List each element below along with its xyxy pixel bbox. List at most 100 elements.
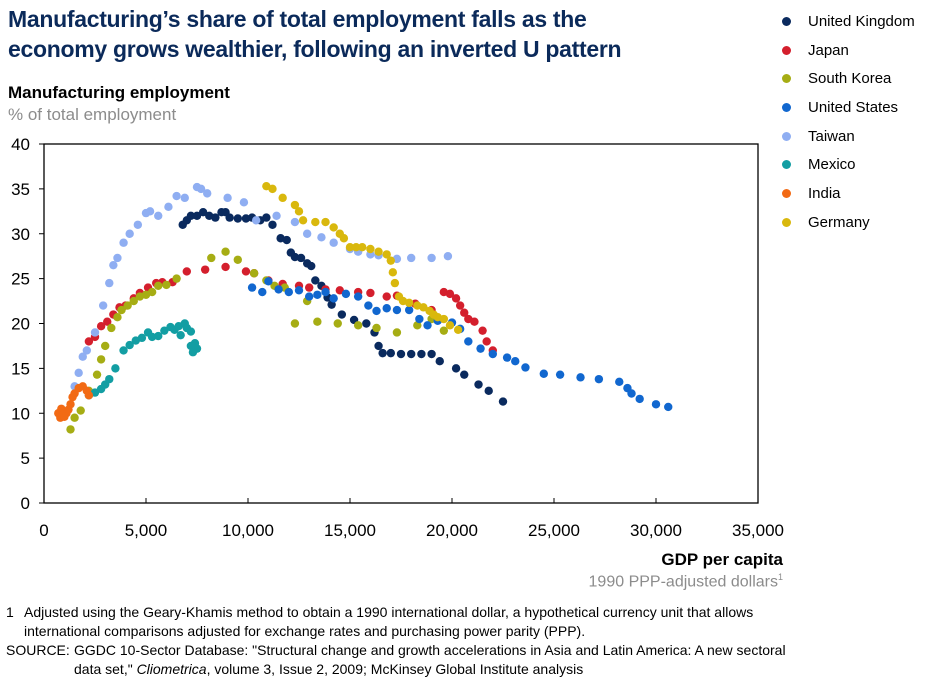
legend-label: United States xyxy=(808,98,899,116)
data-point xyxy=(125,229,134,238)
data-point xyxy=(290,200,300,210)
data-point xyxy=(321,217,330,227)
data-point xyxy=(96,355,106,364)
footnote-line-2: international comparisons adjusted for e… xyxy=(24,623,586,639)
data-point xyxy=(133,220,143,229)
x-axis-subtitle: 1990 PPP-adjusted dollars1 xyxy=(589,572,783,591)
data-point xyxy=(521,363,530,372)
data-point xyxy=(321,287,330,297)
data-point xyxy=(145,207,155,216)
data-point xyxy=(382,250,391,259)
data-point xyxy=(445,289,455,299)
legend-label: Germany xyxy=(808,213,870,231)
data-point xyxy=(353,292,363,301)
series-south-korea xyxy=(66,247,449,434)
data-point xyxy=(390,278,400,288)
data-point xyxy=(423,321,432,330)
data-point xyxy=(351,243,361,252)
data-point xyxy=(119,346,128,355)
data-point xyxy=(188,348,198,357)
data-point xyxy=(627,389,636,398)
legend-marker-icon xyxy=(782,102,791,112)
data-point xyxy=(313,290,322,299)
data-point xyxy=(66,400,75,409)
data-point xyxy=(382,292,391,301)
data-point xyxy=(119,238,128,247)
data-point xyxy=(198,208,208,217)
y-axis-subtitle: % of total employment xyxy=(8,105,177,124)
data-point xyxy=(70,413,79,422)
data-point xyxy=(192,211,202,220)
data-point xyxy=(176,330,185,340)
data-point xyxy=(386,348,395,358)
data-point xyxy=(451,294,461,303)
x-tick-label: 20,000 xyxy=(426,521,478,540)
data-point xyxy=(211,213,220,222)
data-point xyxy=(105,278,114,288)
data-point xyxy=(337,310,347,319)
data-point xyxy=(154,331,163,341)
series-japan xyxy=(84,262,497,355)
data-point xyxy=(107,323,116,333)
data-point xyxy=(294,207,304,216)
data-point xyxy=(417,349,426,359)
source-line-1: GGDC 10-Sector Database: "Structural cha… xyxy=(74,642,786,658)
data-point xyxy=(66,425,75,434)
data-point xyxy=(451,364,461,373)
data-point xyxy=(311,276,320,285)
data-point xyxy=(272,211,281,220)
plot-frame xyxy=(43,143,759,504)
data-point xyxy=(251,216,261,225)
source-line-2-pre: data set," xyxy=(74,661,137,677)
data-point xyxy=(113,253,122,263)
footnotes: 1 Adjusted using the Geary-Khamis method… xyxy=(6,603,926,679)
legend-label: United Kingdom xyxy=(808,12,915,30)
series-germany xyxy=(262,181,463,334)
legend-marker-icon xyxy=(782,188,791,198)
data-point xyxy=(555,370,565,379)
data-point xyxy=(539,369,548,378)
data-point xyxy=(392,305,402,315)
y-tick-label: 25 xyxy=(11,270,30,289)
axes: 0 5 10 15 20 25 30 35 40 0 5,000 10,000 15,000 20,000… xyxy=(11,135,784,540)
y-tick-label: 0 xyxy=(21,494,30,513)
data-point xyxy=(329,223,338,232)
data-point xyxy=(241,267,251,276)
data-point xyxy=(264,277,273,286)
footnote-text: Adjusted using the Geary-Khamis method t… xyxy=(24,603,753,641)
data-point xyxy=(147,287,157,297)
chart-title: Manufacturing’s share of total employmen… xyxy=(8,4,622,64)
y-tick-label: 30 xyxy=(11,225,30,244)
data-point xyxy=(498,397,508,406)
data-point xyxy=(74,368,83,378)
data-point xyxy=(172,191,181,201)
x-tick-label: 10,000 xyxy=(222,521,274,540)
data-point xyxy=(364,301,373,310)
data-point xyxy=(366,244,375,254)
x-tick-label: 30,000 xyxy=(630,521,682,540)
x-tick-label: 15,000 xyxy=(324,521,376,540)
data-point xyxy=(305,292,314,301)
data-point xyxy=(302,229,312,238)
data-point xyxy=(111,364,120,373)
data-point xyxy=(290,217,300,227)
legend-item: Japan xyxy=(782,36,915,65)
legend-marker-icon xyxy=(782,74,791,84)
data-point xyxy=(262,213,271,222)
data-point xyxy=(386,256,395,265)
legend-label: Mexico xyxy=(808,156,856,174)
data-point xyxy=(407,349,416,359)
footnote-line-1: Adjusted using the Geary-Khamis method t… xyxy=(24,604,754,620)
data-point xyxy=(484,386,493,396)
data-point xyxy=(317,233,326,242)
chart-title-line-1: Manufacturing’s share of total employmen… xyxy=(8,6,587,32)
data-point xyxy=(223,193,232,203)
data-point xyxy=(482,337,491,346)
data-point xyxy=(84,337,94,346)
data-point xyxy=(358,243,367,252)
data-point xyxy=(366,288,375,298)
data-point xyxy=(125,340,134,350)
data-point xyxy=(274,285,283,294)
y-tick-label: 15 xyxy=(11,359,30,378)
data-point xyxy=(427,349,436,359)
